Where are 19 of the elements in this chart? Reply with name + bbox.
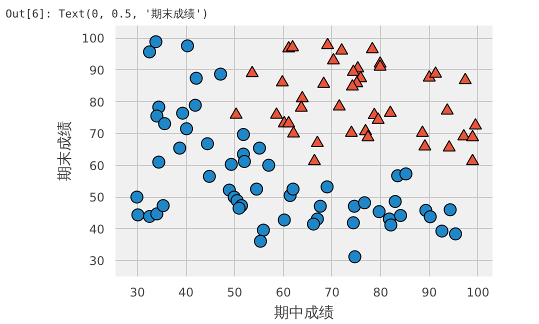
x-tick-label: 70 (324, 286, 340, 300)
y-tick-label: 70 (89, 127, 105, 142)
x-tick-label: 40 (178, 286, 194, 300)
x-tick-label: 100 (466, 286, 490, 300)
y-tick-label: 40 (89, 222, 105, 236)
x-tick-label: 30 (130, 286, 146, 300)
y-tick-label: 30 (89, 254, 105, 268)
y-tick-label: 80 (89, 95, 105, 110)
y-tick-label: 90 (89, 63, 105, 78)
y-tick-label: 100 (82, 32, 104, 46)
y-axis-title: 期末成绩 (56, 121, 74, 181)
x-tick-label: 90 (422, 286, 437, 300)
x-tick-label: 80 (372, 286, 388, 300)
text: Out[6]: Text(0, 0.5, '期末成绩') (6, 8, 208, 20)
y-tick-label: 60 (89, 158, 105, 173)
y-tick-label: 50 (89, 190, 105, 205)
x-tick-label: 60 (276, 286, 291, 300)
x-axis-title: 期中成绩 (274, 304, 334, 322)
x-tick-label: 50 (227, 286, 242, 300)
